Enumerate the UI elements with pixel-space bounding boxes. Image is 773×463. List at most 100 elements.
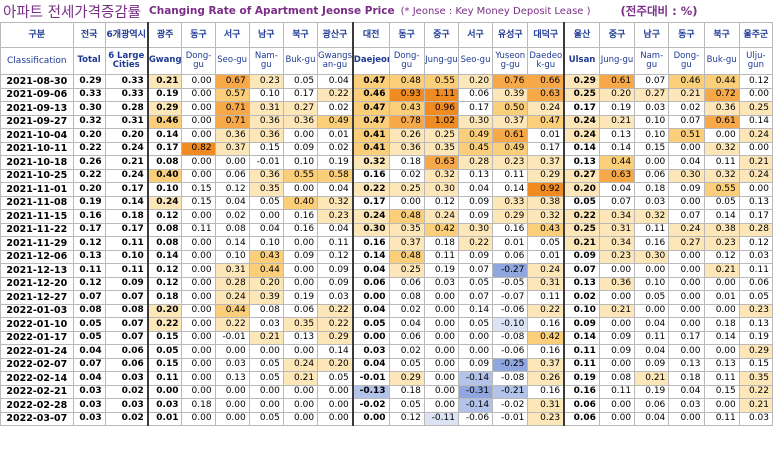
cell-dj_seo[interactable]: 0.09 bbox=[457, 249, 494, 264]
cell-gw_nam[interactable]: 0.00 bbox=[248, 384, 284, 399]
row-date[interactable]: 2021-12-27 bbox=[0, 290, 74, 305]
cell-gw_buk[interactable]: 0.00 bbox=[282, 411, 319, 426]
cell-gw_dong[interactable]: 0.00 bbox=[181, 128, 216, 143]
cell-gw_nam[interactable]: 0.31 bbox=[248, 101, 284, 116]
cell-ulsan[interactable]: 0.21 bbox=[563, 236, 600, 251]
cell-dj_seo[interactable]: -0.14 bbox=[457, 371, 494, 386]
cell-gw_nam[interactable]: 0.39 bbox=[248, 290, 284, 305]
cell-ulsan[interactable]: 0.11 bbox=[563, 357, 600, 372]
cell-gw_nam[interactable]: 0.08 bbox=[248, 303, 284, 318]
cell-dj_dong[interactable]: 0.00 bbox=[388, 195, 425, 210]
cell-dj_daedeok[interactable]: 0.29 bbox=[527, 168, 565, 183]
cell-us_nam[interactable]: 0.03 bbox=[634, 195, 670, 210]
cell-gw_seo[interactable]: 0.00 bbox=[214, 155, 250, 170]
cell-gw_seo[interactable]: 0.37 bbox=[214, 141, 250, 156]
cell-dj_seo[interactable]: 0.06 bbox=[457, 87, 494, 102]
cell-six[interactable]: 0.14 bbox=[104, 195, 149, 210]
cell-us_nam[interactable]: 0.27 bbox=[634, 87, 670, 102]
cell-dj_seo[interactable]: 0.22 bbox=[457, 236, 494, 251]
cell-gw_nam[interactable]: 0.05 bbox=[248, 371, 284, 386]
cell-ulsan[interactable]: 0.06 bbox=[563, 411, 600, 426]
cell-dj_yuseong[interactable]: -0.06 bbox=[492, 344, 529, 359]
cell-dj_seo[interactable]: 0.05 bbox=[457, 317, 494, 332]
cell-us_jung[interactable]: 0.00 bbox=[598, 317, 636, 332]
cell-daejeon[interactable]: 0.04 bbox=[351, 357, 390, 372]
cell-ulsan[interactable]: 0.10 bbox=[563, 303, 600, 318]
cell-gw_seo[interactable]: 0.71 bbox=[214, 101, 250, 116]
cell-dj_seo[interactable]: -0.31 bbox=[457, 384, 494, 399]
cell-dj_jung[interactable]: 0.00 bbox=[423, 398, 459, 413]
cell-gw_dong[interactable]: 0.00 bbox=[181, 371, 216, 386]
cell-dj_daedeok[interactable]: 0.32 bbox=[527, 209, 565, 224]
cell-ulsan[interactable]: 0.24 bbox=[563, 114, 600, 129]
cell-gw_gwangsan[interactable]: 0.03 bbox=[317, 290, 354, 305]
cell-gwangju[interactable]: 0.20 bbox=[146, 303, 183, 318]
row-date[interactable]: 2022-02-07 bbox=[0, 357, 74, 372]
cell-dj_yuseong[interactable]: 0.76 bbox=[492, 74, 529, 89]
cell-us_ulju[interactable]: 0.17 bbox=[738, 209, 773, 224]
cell-gw_gwangsan[interactable]: 0.29 bbox=[317, 330, 354, 345]
cell-gw_buk[interactable]: 0.05 bbox=[282, 74, 319, 89]
cell-six[interactable]: 0.07 bbox=[104, 317, 149, 332]
cell-daejeon[interactable]: 0.00 bbox=[351, 330, 390, 345]
cell-us_buk[interactable]: 0.11 bbox=[703, 411, 740, 426]
cell-dj_daedeok[interactable]: 0.17 bbox=[527, 141, 565, 156]
cell-us_ulju[interactable]: 0.03 bbox=[738, 411, 773, 426]
cell-gw_gwangsan[interactable]: 0.02 bbox=[317, 101, 354, 116]
cell-us_jung[interactable]: 0.07 bbox=[598, 195, 636, 210]
cell-us_buk[interactable]: 0.11 bbox=[703, 371, 740, 386]
cell-gwangju[interactable]: 0.12 bbox=[146, 209, 183, 224]
cell-gw_nam[interactable]: 0.35 bbox=[248, 182, 284, 197]
cell-us_nam[interactable]: 0.07 bbox=[634, 74, 670, 89]
cell-six[interactable]: 0.03 bbox=[104, 398, 149, 413]
cell-gw_gwangsan[interactable]: 0.32 bbox=[317, 195, 354, 210]
cell-dj_jung[interactable]: 0.25 bbox=[423, 128, 459, 143]
cell-us_buk[interactable]: 0.12 bbox=[703, 249, 740, 264]
cell-gw_seo[interactable]: 0.10 bbox=[214, 249, 250, 264]
cell-gwangju[interactable]: 0.15 bbox=[146, 357, 183, 372]
cell-dj_seo[interactable]: -0.06 bbox=[457, 411, 494, 426]
cell-us_dong[interactable]: 0.09 bbox=[668, 182, 705, 197]
cell-us_nam[interactable]: 0.00 bbox=[634, 263, 670, 278]
cell-gw_seo[interactable]: 0.00 bbox=[214, 411, 250, 426]
cell-gw_seo[interactable]: 0.67 bbox=[214, 74, 250, 89]
cell-six[interactable]: 0.06 bbox=[104, 357, 149, 372]
cell-gwangju[interactable]: 0.21 bbox=[146, 74, 183, 89]
cell-us_jung[interactable]: 0.19 bbox=[598, 101, 636, 116]
cell-gw_nam[interactable]: 0.05 bbox=[248, 411, 284, 426]
cell-gw_buk[interactable]: 0.17 bbox=[282, 87, 319, 102]
cell-us_buk[interactable]: 0.32 bbox=[703, 141, 740, 156]
cell-gw_nam[interactable]: 0.43 bbox=[248, 249, 284, 264]
cell-us_jung[interactable]: 0.00 bbox=[598, 263, 636, 278]
cell-gwangju[interactable]: 0.19 bbox=[146, 87, 183, 102]
cell-gw_gwangsan[interactable]: 0.22 bbox=[317, 317, 354, 332]
cell-dj_daedeok[interactable]: 0.16 bbox=[527, 384, 565, 399]
cell-us_ulju[interactable]: 0.22 bbox=[738, 384, 773, 399]
cell-gw_dong[interactable]: 0.00 bbox=[181, 263, 216, 278]
cell-gw_gwangsan[interactable]: 0.04 bbox=[317, 182, 354, 197]
cell-us_nam[interactable]: 0.10 bbox=[634, 276, 670, 291]
row-date[interactable]: 2022-02-28 bbox=[0, 398, 74, 413]
cell-us_nam[interactable]: 0.11 bbox=[634, 330, 670, 345]
cell-dj_daedeok[interactable]: 0.26 bbox=[527, 371, 565, 386]
cell-us_buk[interactable]: 0.61 bbox=[703, 114, 740, 129]
cell-gw_buk[interactable]: 0.35 bbox=[282, 317, 319, 332]
cell-daejeon[interactable]: 0.16 bbox=[351, 168, 390, 183]
cell-gw_seo[interactable]: 0.13 bbox=[214, 371, 250, 386]
cell-daejeon[interactable]: 0.46 bbox=[351, 87, 390, 102]
cell-six[interactable]: 0.33 bbox=[104, 87, 149, 102]
cell-dj_yuseong[interactable]: -0.02 bbox=[492, 398, 529, 413]
cell-dj_jung[interactable]: 0.30 bbox=[423, 182, 459, 197]
cell-gw_gwangsan[interactable]: 0.00 bbox=[317, 411, 354, 426]
cell-us_ulju[interactable]: 0.15 bbox=[738, 357, 773, 372]
cell-total[interactable]: 0.17 bbox=[72, 222, 106, 237]
cell-dj_jung[interactable]: 0.03 bbox=[423, 276, 459, 291]
cell-daejeon[interactable]: 0.47 bbox=[351, 114, 390, 129]
cell-daejeon[interactable]: 0.00 bbox=[351, 411, 390, 426]
cell-dj_daedeok[interactable]: 0.24 bbox=[527, 101, 565, 116]
cell-gw_nam[interactable]: 0.36 bbox=[248, 114, 284, 129]
cell-gw_nam[interactable]: 0.05 bbox=[248, 195, 284, 210]
cell-us_nam[interactable]: 0.04 bbox=[634, 317, 670, 332]
cell-us_dong[interactable]: 0.17 bbox=[668, 330, 705, 345]
cell-us_buk[interactable]: 0.72 bbox=[703, 87, 740, 102]
